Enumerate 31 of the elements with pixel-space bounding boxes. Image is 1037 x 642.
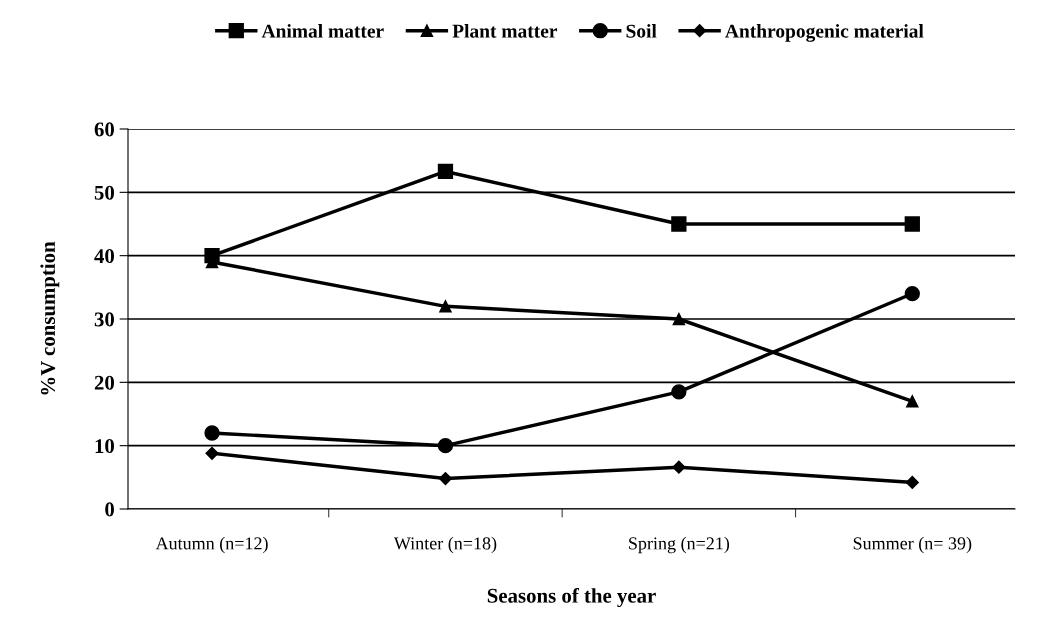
x-tick-label: Winter (n=18) bbox=[393, 536, 497, 554]
point bbox=[672, 312, 686, 326]
y-tick-label: 30 bbox=[94, 312, 115, 327]
point bbox=[671, 216, 687, 232]
y-tick-label: 20 bbox=[94, 375, 115, 390]
x-tick-label: Spring (n=21) bbox=[629, 536, 730, 554]
legend-label: Animal matter bbox=[261, 24, 384, 38]
point bbox=[439, 300, 452, 313]
legend-label: Plant matter bbox=[452, 24, 558, 38]
y-tick-label: 50 bbox=[94, 185, 115, 200]
x-tick-label: Summer (n= 39) bbox=[853, 536, 972, 554]
point bbox=[904, 286, 920, 302]
y-tick-label: 10 bbox=[95, 439, 115, 454]
point bbox=[437, 438, 454, 454]
point bbox=[438, 472, 453, 486]
point bbox=[204, 425, 220, 441]
y-tick-label: 60 bbox=[94, 122, 115, 137]
point bbox=[205, 446, 219, 460]
point bbox=[906, 395, 919, 408]
point bbox=[671, 384, 687, 400]
point bbox=[437, 163, 454, 180]
y-tick-label: 40 bbox=[94, 249, 115, 264]
point bbox=[905, 475, 919, 489]
x-tick-label: Autumn (n=12) bbox=[155, 536, 268, 554]
y-axis-title: %V consumption bbox=[40, 241, 60, 395]
point bbox=[904, 216, 920, 232]
x-axis-title: Seasons of the year bbox=[487, 587, 656, 608]
legend-label: Anthropogenic material bbox=[725, 24, 924, 42]
point bbox=[672, 460, 686, 474]
legend-label: Soil bbox=[626, 24, 657, 38]
y-tick-label: 0 bbox=[105, 502, 115, 517]
